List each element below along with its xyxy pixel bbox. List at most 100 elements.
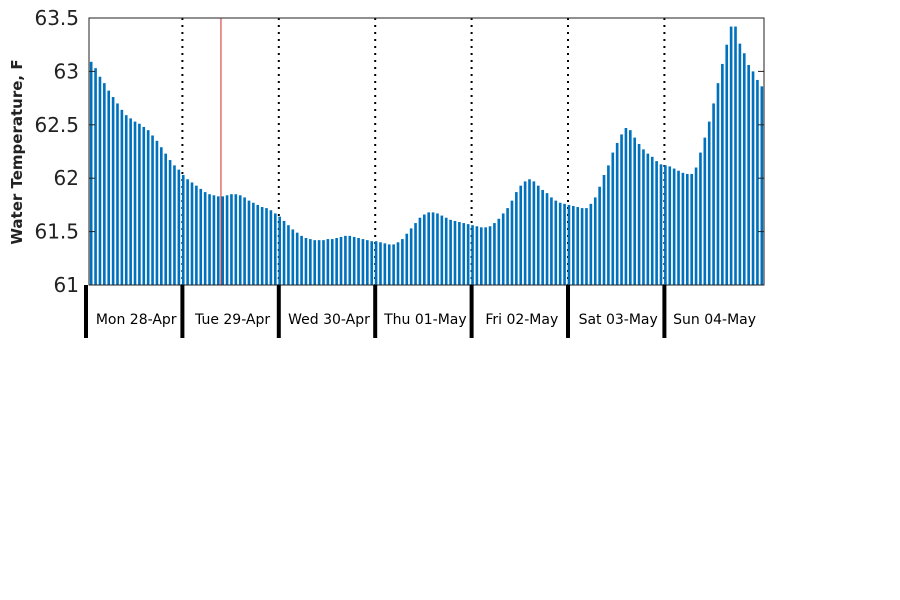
bar [252, 202, 255, 285]
bar [668, 166, 672, 285]
bar [111, 97, 115, 285]
bar [339, 236, 343, 285]
bar [532, 181, 536, 285]
bar [295, 232, 299, 285]
bar [734, 26, 737, 285]
bar [642, 149, 645, 285]
bar [725, 44, 729, 286]
bar [234, 194, 238, 285]
bar [173, 165, 176, 285]
bar [216, 196, 220, 285]
bar [243, 197, 246, 285]
bar [366, 240, 369, 285]
bar [357, 238, 360, 285]
bar [458, 221, 461, 285]
bar [212, 195, 216, 285]
bar [335, 238, 338, 285]
bar [374, 241, 378, 285]
bar [729, 26, 733, 285]
y-tick-label: 62.5 [34, 113, 79, 137]
bar [694, 167, 698, 285]
bar [256, 204, 260, 285]
bar [501, 213, 505, 285]
bar [677, 170, 680, 285]
bar [593, 197, 597, 285]
bar [379, 242, 382, 285]
bar [607, 165, 610, 285]
bar [129, 118, 132, 285]
bar [633, 137, 637, 285]
bar [585, 208, 588, 285]
bar [484, 227, 487, 285]
bar [190, 182, 194, 285]
bar [238, 195, 242, 285]
y-axis: 61 61.5 62 62.5 63 63.5 [34, 6, 764, 297]
bar [493, 223, 496, 285]
bar [431, 212, 435, 285]
bar [664, 165, 667, 285]
y-tick-label: 63.5 [34, 6, 79, 30]
bar [453, 220, 457, 285]
bar [418, 217, 422, 285]
bar [466, 224, 470, 285]
bar [291, 229, 295, 285]
bar [475, 226, 479, 285]
bar [615, 142, 619, 285]
bar [142, 126, 146, 285]
day-label: Fri 02-May [485, 312, 558, 328]
bar [287, 225, 290, 285]
bar [655, 161, 658, 285]
bar [344, 235, 347, 285]
bar [545, 193, 549, 285]
day-label: Wed 30-Apr [288, 312, 370, 328]
bar [225, 195, 229, 285]
bar [751, 71, 755, 286]
bar [116, 103, 119, 285]
bar [151, 135, 154, 285]
bar [409, 228, 413, 285]
bar [208, 194, 211, 285]
bar [681, 172, 685, 285]
bar [488, 226, 492, 285]
bar [598, 186, 601, 285]
y-tick-label: 61.5 [34, 220, 79, 244]
bar [273, 213, 277, 285]
bar [650, 156, 654, 285]
bar [309, 239, 312, 285]
bar [747, 64, 750, 285]
bar [230, 194, 233, 285]
bar [98, 76, 102, 286]
bar [721, 63, 724, 286]
bar [370, 241, 374, 285]
bar [107, 90, 111, 286]
bar [186, 179, 189, 285]
bar [449, 219, 452, 285]
bar [199, 188, 203, 285]
bar [497, 218, 501, 285]
bar [716, 83, 720, 285]
bar [103, 83, 106, 285]
bar [124, 115, 128, 285]
bar [712, 103, 715, 285]
bar [352, 236, 356, 285]
day-label: Sun 04-May [673, 312, 756, 328]
bar [611, 152, 615, 285]
bar [168, 160, 172, 285]
bar [580, 208, 584, 285]
bar [203, 192, 207, 285]
bar [550, 197, 553, 285]
bar [282, 220, 286, 285]
bar [707, 121, 711, 285]
bar [690, 173, 693, 285]
bar [756, 79, 759, 285]
bar [589, 203, 593, 285]
bar [479, 227, 483, 285]
y-tick-label: 61 [54, 273, 79, 297]
bar [401, 239, 404, 285]
bar [195, 185, 198, 285]
bar [348, 235, 352, 285]
bar [506, 208, 509, 285]
bar [554, 200, 558, 285]
bar [672, 168, 676, 285]
